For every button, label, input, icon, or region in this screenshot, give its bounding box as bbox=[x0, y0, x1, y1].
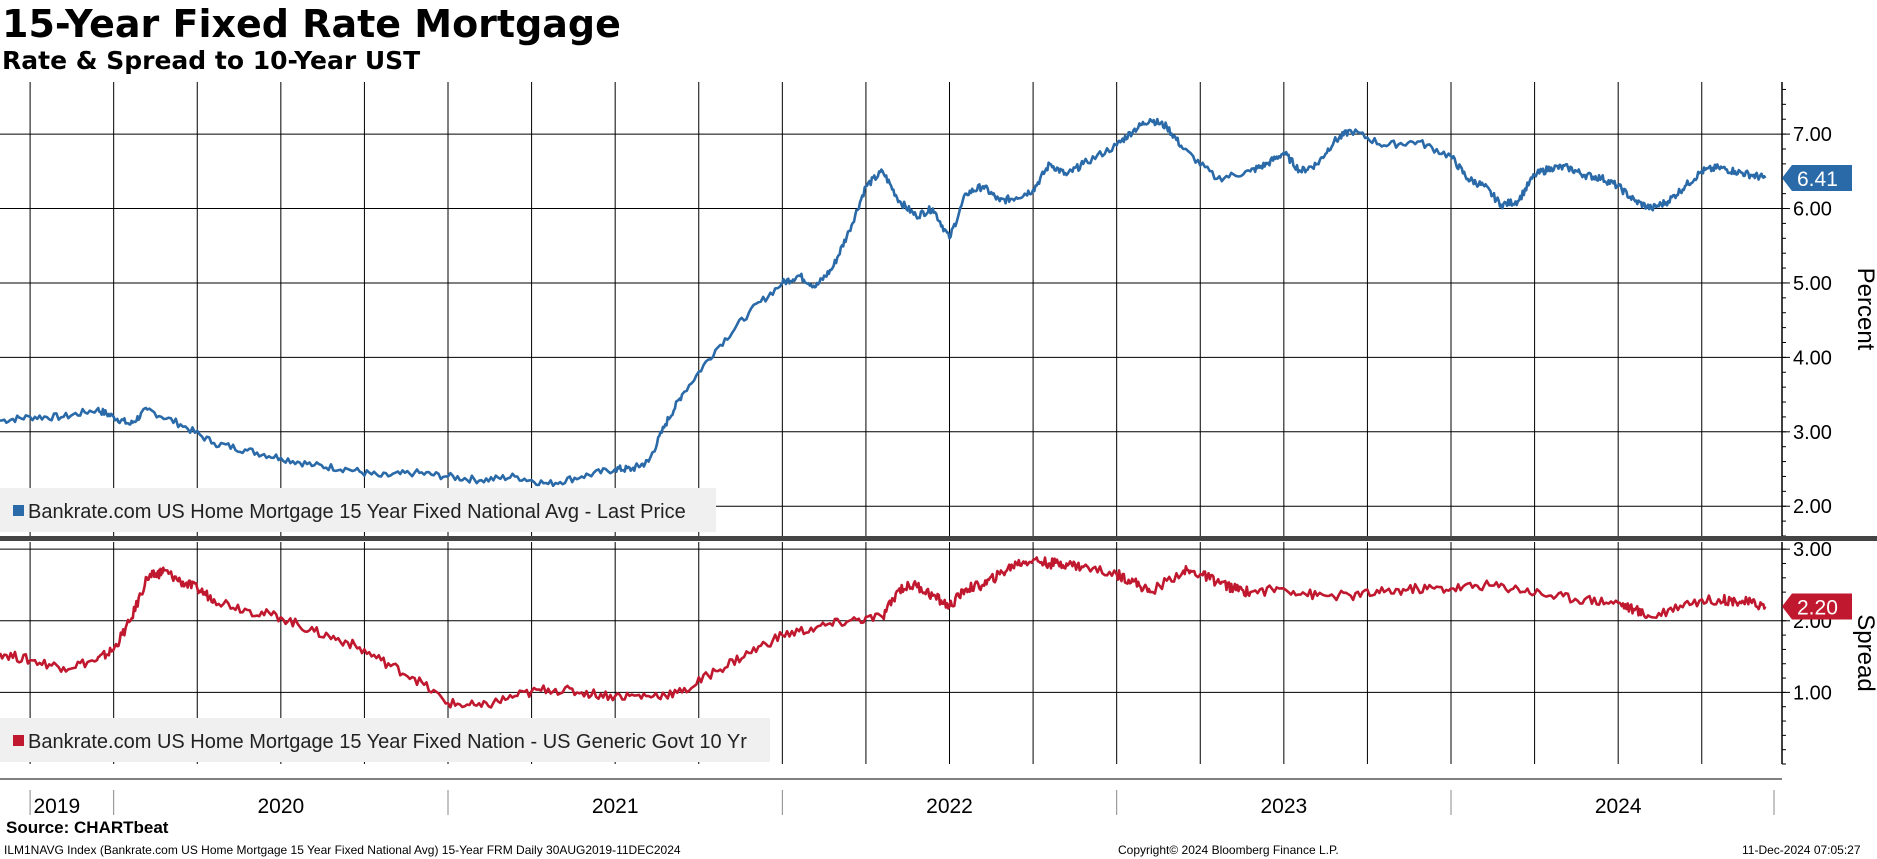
source-label: Source: CHARTbeat bbox=[6, 818, 169, 837]
spread-series-line bbox=[0, 556, 1767, 709]
x-tick-label: 2024 bbox=[1595, 795, 1642, 818]
legend-swatch bbox=[13, 735, 24, 746]
legend-label: Bankrate.com US Home Mortgage 15 Year Fi… bbox=[28, 501, 686, 523]
chart-subtitle: Rate & Spread to 10-Year UST bbox=[2, 46, 421, 75]
index-description: ILM1NAVG Index (Bankrate.com US Home Mor… bbox=[4, 843, 681, 857]
x-tick-label: 2023 bbox=[1260, 795, 1307, 818]
y-tick-label: 3.00 bbox=[1793, 539, 1832, 561]
y-tick-label: 7.00 bbox=[1793, 124, 1832, 146]
x-tick-label: 2020 bbox=[257, 795, 304, 818]
y-axis-title: Percent bbox=[1852, 268, 1877, 351]
legend-box bbox=[0, 718, 770, 762]
y-tick-label: 6.00 bbox=[1793, 199, 1832, 221]
y-tick-label: 2.00 bbox=[1793, 496, 1832, 518]
last-value-label: 2.20 bbox=[1797, 596, 1838, 619]
legend-label: Bankrate.com US Home Mortgage 15 Year Fi… bbox=[28, 731, 747, 753]
y-tick-label: 3.00 bbox=[1793, 422, 1832, 444]
x-tick-label: 2019 bbox=[33, 795, 80, 818]
panel-divider bbox=[0, 536, 1877, 541]
x-tick-label: 2022 bbox=[926, 795, 973, 818]
y-tick-label: 4.00 bbox=[1793, 347, 1832, 369]
last-value-label: 6.41 bbox=[1797, 168, 1838, 191]
chart-title: 15-Year Fixed Rate Mortgage bbox=[2, 2, 621, 46]
legend-box bbox=[0, 488, 716, 532]
last-value-tag bbox=[1782, 165, 1852, 192]
y-axis-title: Spread bbox=[1852, 614, 1877, 691]
rate-series-line bbox=[0, 117, 1767, 488]
copyright-label: Copyright© 2024 Bloomberg Finance L.P. bbox=[1118, 843, 1339, 857]
timestamp-label: 11-Dec-2024 07:05:27 bbox=[1742, 843, 1861, 857]
last-value-tag bbox=[1782, 593, 1852, 620]
y-tick-label: 5.00 bbox=[1793, 273, 1832, 295]
x-tick-label: 2021 bbox=[592, 795, 639, 818]
y-tick-label: 1.00 bbox=[1793, 682, 1832, 704]
legend-swatch bbox=[13, 505, 24, 516]
